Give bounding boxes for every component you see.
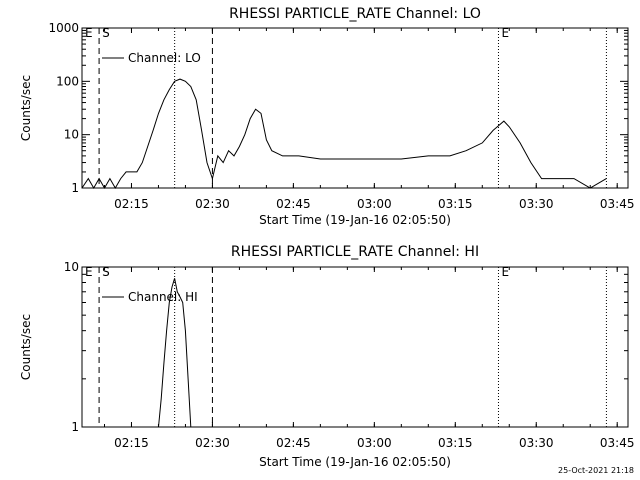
y-tick-label: 1 bbox=[71, 181, 79, 195]
y-tick-label: 10 bbox=[64, 260, 79, 274]
marker-label: S bbox=[102, 265, 110, 279]
legend-label: Channel: LO bbox=[128, 51, 201, 65]
marker-label: S bbox=[102, 26, 110, 40]
x-tick-label: 03:00 bbox=[357, 436, 392, 450]
plot-frame bbox=[81, 266, 629, 428]
x-tick-label: 02:45 bbox=[276, 197, 311, 211]
chart-title: RHESSI PARTICLE_RATE Channel: LO bbox=[229, 6, 481, 22]
y-axis-label: Counts/sec bbox=[19, 314, 33, 380]
x-axis-label: Start Time (19-Jan-16 02:05:50) bbox=[259, 455, 451, 469]
x-tick-label: 03:15 bbox=[438, 197, 473, 211]
x-tick-label: 03:30 bbox=[519, 197, 554, 211]
x-tick-label: 03:15 bbox=[438, 436, 473, 450]
chart-title: RHESSI PARTICLE_RATE Channel: HI bbox=[231, 244, 479, 260]
y-tick-label: 100 bbox=[56, 74, 79, 88]
x-tick-label: 02:30 bbox=[195, 436, 230, 450]
x-tick-label: 03:45 bbox=[600, 436, 635, 450]
x-tick-label: 02:45 bbox=[276, 436, 311, 450]
y-tick-label: 10 bbox=[64, 128, 79, 142]
footer-timestamp: 25-Oct-2021 21:18 bbox=[558, 466, 634, 475]
plot-frame bbox=[81, 27, 629, 189]
x-tick-label: 03:30 bbox=[519, 436, 554, 450]
marker-label: E bbox=[85, 265, 93, 279]
series-line bbox=[81, 78, 607, 190]
x-tick-label: 02:15 bbox=[114, 197, 149, 211]
y-axis-label: Counts/sec bbox=[19, 75, 33, 141]
y-tick-label: 1000 bbox=[48, 21, 79, 35]
x-tick-label: 02:15 bbox=[114, 436, 149, 450]
x-tick-label: 03:00 bbox=[357, 197, 392, 211]
x-tick-label: 02:30 bbox=[195, 197, 230, 211]
x-axis-label: Start Time (19-Jan-16 02:05:50) bbox=[259, 213, 451, 227]
x-tick-label: 03:45 bbox=[600, 197, 635, 211]
marker-label: E bbox=[85, 26, 93, 40]
marker-label: E bbox=[501, 265, 509, 279]
series-line bbox=[158, 278, 192, 428]
y-tick-label: 1 bbox=[71, 420, 79, 434]
legend-label: Channel: HI bbox=[128, 290, 198, 304]
marker-label: E bbox=[501, 26, 509, 40]
